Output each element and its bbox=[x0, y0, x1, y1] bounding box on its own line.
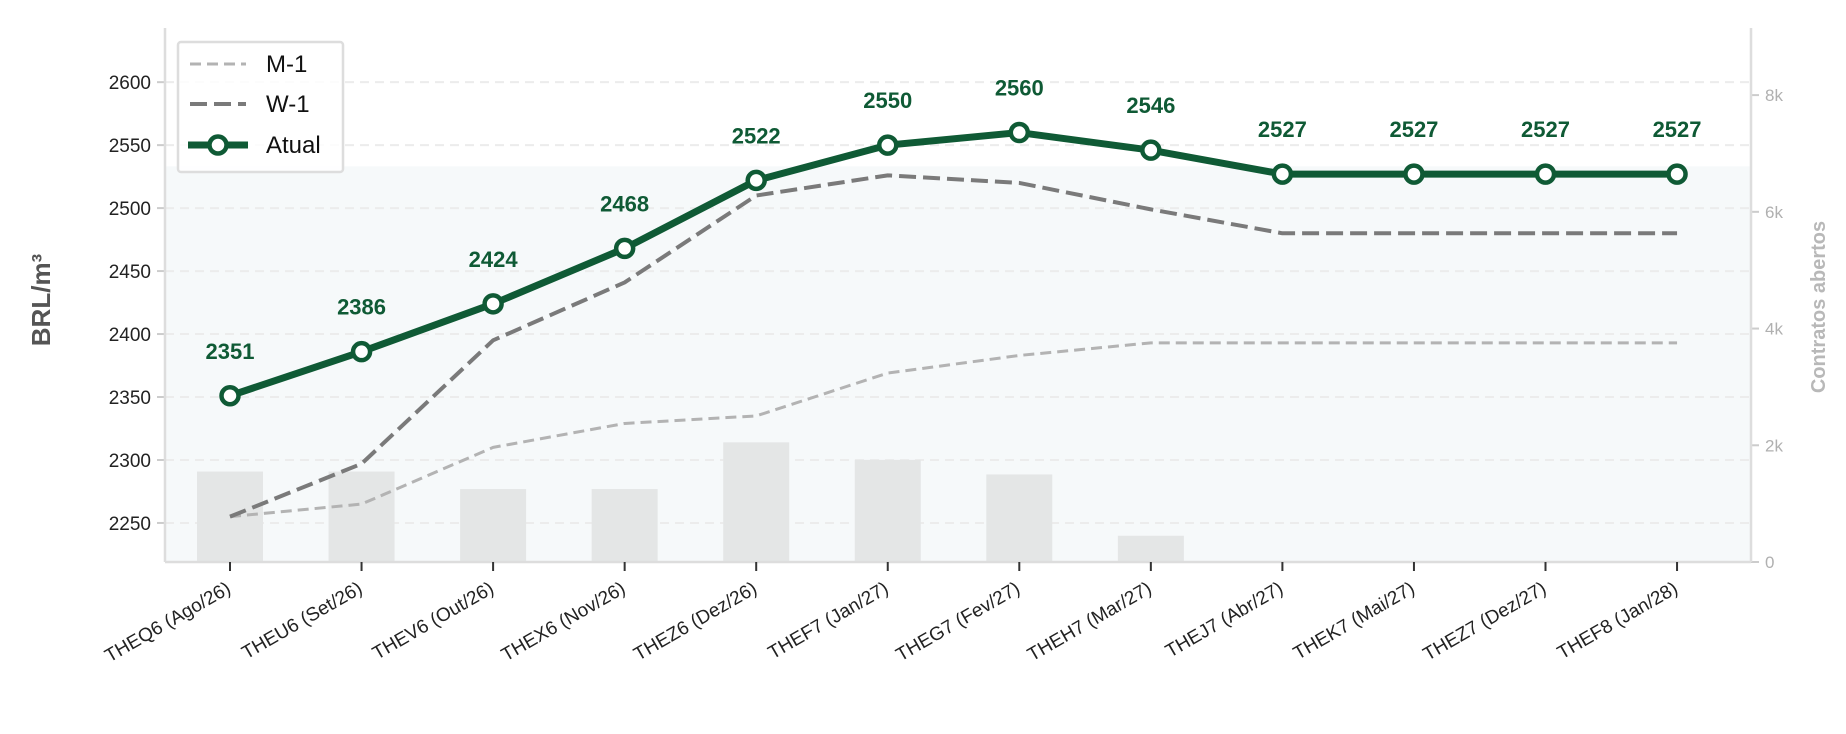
x-tick-label: THEF8 (Jan/28) bbox=[1554, 578, 1682, 664]
y-tick-label: 2350 bbox=[109, 388, 151, 409]
data-labels: 2351 2386 2424 2468 2522 2550 2560 2546 2527 2527… bbox=[206, 76, 1702, 364]
series-point-atual bbox=[877, 134, 899, 156]
series-point-atual bbox=[613, 237, 636, 260]
series-point-atual bbox=[745, 169, 767, 192]
y-tick-label: 2400 bbox=[109, 325, 151, 346]
x-tick-label: THEK7 (Mai/27) bbox=[1290, 578, 1418, 664]
data-label: 2522 bbox=[732, 123, 781, 148]
open-interest-bar bbox=[197, 471, 263, 562]
open-interest-bar bbox=[854, 459, 921, 562]
series-lines bbox=[219, 121, 1688, 519]
y2-tick-label: 6k bbox=[1765, 203, 1783, 222]
x-tick-label: THEX6 (Nov/26) bbox=[498, 578, 629, 666]
y2-tick-label: 0 bbox=[1765, 553, 1774, 572]
x-tick-label: THEU6 (Set/26) bbox=[239, 578, 367, 664]
x-tick-label: THEH7 (Mar/27) bbox=[1024, 578, 1155, 666]
series-point-atual bbox=[1140, 139, 1162, 161]
open-interest-bar bbox=[328, 471, 395, 562]
y2-tick-label: 8k bbox=[1765, 86, 1783, 105]
data-label: 2424 bbox=[469, 247, 519, 272]
data-label: 2527 bbox=[1258, 117, 1307, 142]
data-label: 2351 bbox=[206, 339, 255, 364]
y-tick-label: 2600 bbox=[109, 73, 151, 94]
y-tick-label: 2550 bbox=[109, 136, 151, 157]
x-tick-label: THEV6 (Out/26) bbox=[369, 578, 497, 664]
data-label: 2527 bbox=[1521, 117, 1570, 142]
series-point-atual bbox=[219, 385, 241, 407]
series-point-atual bbox=[1008, 121, 1031, 144]
open-interest-bar bbox=[1117, 535, 1184, 562]
x-tick-label: THEZ7 (Dez/27) bbox=[1420, 578, 1550, 665]
x-tick-label: THEJ7 (Abr/27) bbox=[1162, 578, 1287, 662]
legend-label-m1: M-1 bbox=[266, 51, 307, 78]
data-label: 2550 bbox=[863, 88, 912, 113]
open-interest-bar bbox=[986, 474, 1053, 562]
y2-tick-label: 4k bbox=[1765, 320, 1783, 339]
y2-tick-label: 2k bbox=[1765, 436, 1783, 455]
data-label: 2386 bbox=[337, 295, 386, 320]
y-tick-label: 2500 bbox=[109, 199, 151, 220]
x-tick-label: THEF7 (Jan/27) bbox=[765, 578, 893, 664]
legend-swatch-atual-marker bbox=[207, 134, 229, 156]
series-point-atual bbox=[1666, 163, 1688, 185]
open-interest-bar bbox=[591, 489, 658, 562]
legend-label-atual: Atual bbox=[266, 132, 321, 159]
legend-label-w1: W-1 bbox=[266, 91, 310, 118]
y-tick-label: 2250 bbox=[109, 514, 151, 535]
x-tick-label: THEG7 (Fev/27) bbox=[893, 578, 1024, 666]
y-tick-label: 2300 bbox=[109, 451, 151, 472]
series-point-atual bbox=[1403, 163, 1425, 185]
y-axis-label: BRL/m³ bbox=[26, 253, 56, 346]
series-point-atual bbox=[1534, 163, 1557, 185]
gridlines bbox=[165, 81, 1751, 524]
data-label: 2560 bbox=[995, 76, 1044, 101]
x-tick-label: THEQ6 (Ago/26) bbox=[101, 578, 234, 667]
data-label: 2527 bbox=[1389, 117, 1438, 142]
legend: M-1 W-1 Atual bbox=[176, 40, 345, 174]
data-label: 2527 bbox=[1653, 117, 1702, 142]
series-line-m1 bbox=[229, 341, 1678, 519]
open-interest-bar bbox=[460, 489, 527, 562]
x-tick-label: THEZ6 (Dez/26) bbox=[630, 578, 760, 665]
series-point-atual bbox=[350, 340, 373, 363]
open-interest-bars bbox=[197, 442, 1184, 562]
data-label: 2468 bbox=[600, 191, 649, 216]
series-point-atual bbox=[1271, 163, 1294, 185]
open-interest-bar bbox=[723, 442, 790, 562]
series-line-w1 bbox=[229, 173, 1678, 519]
series-point-atual bbox=[482, 293, 504, 315]
series-line-atual bbox=[228, 129, 1678, 400]
data-label: 2546 bbox=[1126, 93, 1175, 118]
y-tick-label: 2450 bbox=[109, 262, 151, 283]
y2-axis-label: Contratos abertos bbox=[1808, 221, 1830, 393]
